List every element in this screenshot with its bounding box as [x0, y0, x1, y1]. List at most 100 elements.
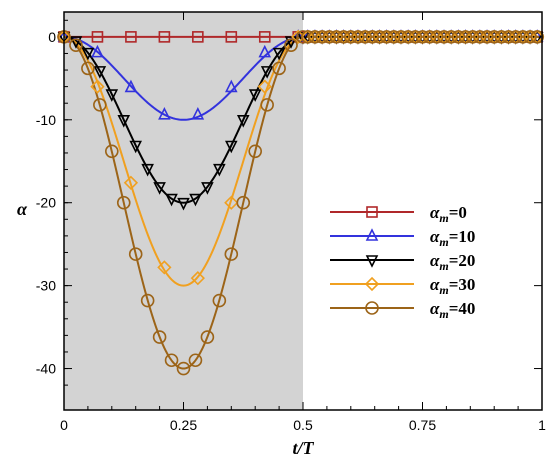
data-point [191, 107, 205, 120]
y-tick-label: -20 [36, 195, 56, 211]
data-point [188, 353, 203, 368]
data-point [236, 195, 251, 210]
data-point [93, 66, 107, 79]
data-point [260, 98, 274, 112]
series-markers [56, 29, 545, 376]
data-point [430, 30, 444, 44]
data-point [153, 182, 166, 195]
data-point [128, 247, 143, 261]
series-line [63, 35, 542, 204]
data-point [343, 30, 358, 44]
y-tick-label: -10 [36, 112, 56, 128]
x-tick-label: 0.25 [170, 417, 197, 433]
data-point [224, 195, 239, 210]
data-point [401, 30, 415, 44]
data-point [157, 260, 172, 275]
data-point [164, 353, 179, 368]
data-point [530, 30, 545, 44]
data-point [365, 255, 379, 268]
legend-label: αm=10 [430, 227, 475, 249]
data-point [90, 79, 105, 94]
legend-label: αm=0 [430, 203, 467, 225]
data-point [351, 30, 365, 44]
data-point [201, 182, 214, 195]
data-point [69, 36, 83, 49]
legend-subscript: m [439, 235, 448, 249]
data-point [315, 30, 329, 44]
data-point [322, 30, 337, 44]
data-point [69, 38, 83, 52]
legend-symbol: α [430, 299, 440, 318]
data-point [141, 163, 154, 177]
data-point [124, 79, 138, 93]
data-point [437, 30, 451, 44]
data-point [190, 271, 205, 286]
data-point [260, 66, 274, 79]
data-point [200, 330, 215, 344]
y-tick-label: -40 [36, 361, 56, 377]
plot-frame [63, 11, 543, 411]
data-point [387, 30, 401, 44]
data-point [308, 30, 322, 44]
data-point [257, 79, 272, 94]
data-point [105, 144, 119, 159]
data-point [366, 206, 378, 218]
legend-subscript: m [439, 211, 448, 225]
legend-subscript: m [439, 283, 448, 297]
data-point [284, 38, 298, 52]
data-point [358, 30, 372, 44]
data-point [379, 30, 394, 44]
legend-value: =0 [449, 203, 467, 222]
x-tick-label: 0 [60, 417, 68, 433]
legend-subscript: m [439, 259, 448, 273]
legend-label: αm=40 [430, 299, 475, 321]
legend-subscript: m [439, 307, 448, 321]
data-point [117, 114, 131, 128]
data-point [225, 140, 238, 154]
x-tick-label: 0.5 [293, 417, 313, 433]
data-point [422, 30, 437, 44]
legend-symbol: α [430, 227, 440, 246]
data-point [465, 30, 480, 44]
data-point [415, 30, 430, 44]
data-point [516, 30, 530, 44]
legend-value: =10 [449, 227, 476, 246]
data-point [123, 175, 139, 190]
data-point [272, 61, 286, 76]
legend-symbol: α [430, 275, 440, 294]
data-point [473, 30, 487, 44]
data-point [336, 30, 351, 44]
data-point [91, 31, 104, 43]
data-point [176, 361, 191, 376]
legend-symbol: α [430, 251, 440, 270]
x-axis-label: t/T [293, 438, 315, 458]
series-line [63, 35, 542, 370]
x-tick-label: 0.75 [409, 417, 436, 433]
data-point [236, 114, 250, 128]
data-point [480, 30, 494, 44]
data-point [258, 44, 272, 58]
data-point [93, 98, 107, 112]
legend-value: =20 [449, 251, 476, 270]
data-point [165, 193, 178, 207]
data-point [248, 89, 262, 102]
data-point [81, 61, 95, 76]
y-tick-label: -30 [36, 278, 56, 294]
legend-value: =40 [449, 299, 476, 318]
data-point [365, 228, 379, 241]
data-point [364, 276, 380, 292]
data-point [129, 140, 142, 154]
data-point [365, 301, 379, 315]
data-point [152, 330, 167, 344]
data-point [116, 195, 131, 210]
legend-label: αm=20 [430, 251, 475, 273]
data-point [444, 30, 458, 44]
data-point [284, 36, 298, 49]
data-point [508, 30, 523, 44]
legend-symbol: α [430, 203, 440, 222]
data-point [408, 30, 423, 44]
legend-value: =30 [449, 275, 476, 294]
data-point [105, 89, 119, 102]
